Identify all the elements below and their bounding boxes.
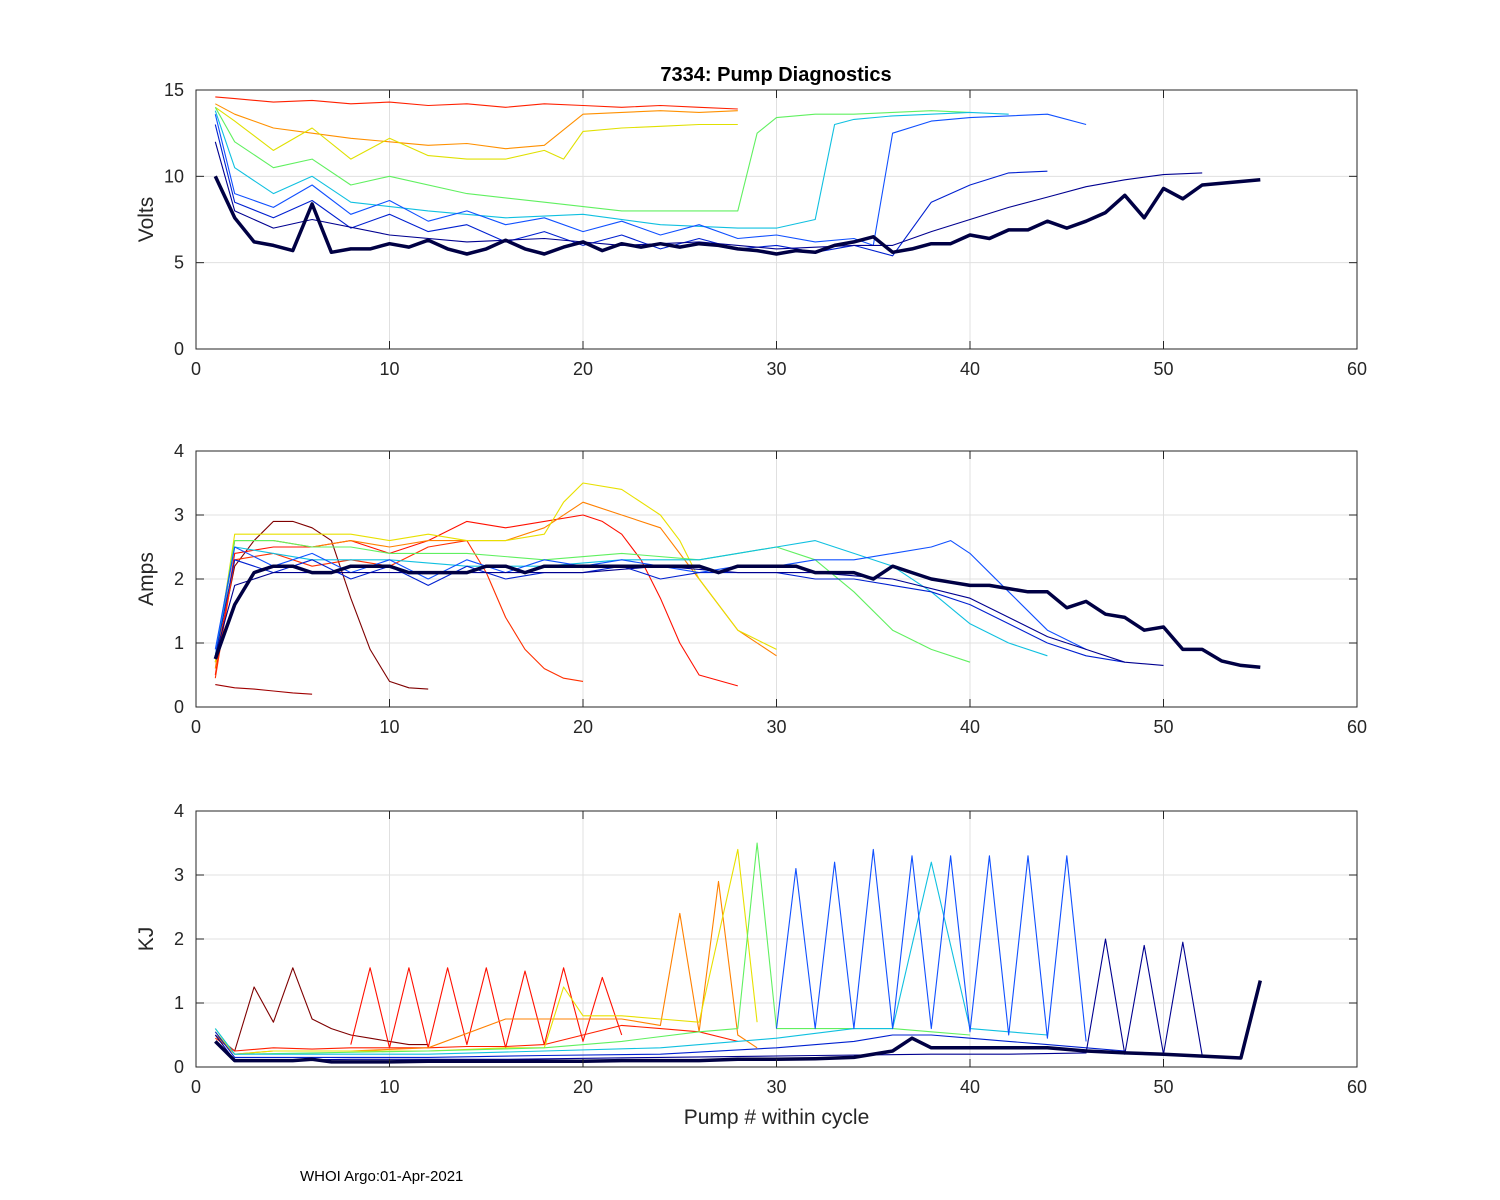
volts-ytick-label: 0 <box>174 339 184 359</box>
amps-ylabel: Amps <box>135 552 158 606</box>
volts-xtick-label: 40 <box>960 359 980 379</box>
kj-series-line <box>775 848 1087 1042</box>
kj-ytick-label: 4 <box>174 801 184 821</box>
volts-panel: 0 10 20 30 40 50 60 0 5 10 15 Volts <box>135 80 1367 379</box>
amps-ytick-label: 0 <box>174 697 184 717</box>
amps-ytick-label: 4 <box>174 441 184 461</box>
amps-ytick-label: 2 <box>174 569 184 589</box>
kj-xlabel: Pump # within cycle <box>684 1106 870 1129</box>
volts-ylabel: Volts <box>135 197 158 243</box>
chart-title: 7334: Pump Diagnostics <box>660 64 891 86</box>
volts-xtick-label: 60 <box>1347 359 1367 379</box>
volts-series-line <box>215 96 738 110</box>
amps-series-line <box>214 559 1125 663</box>
amps-series-line <box>214 540 971 663</box>
kj-ytick-label: 0 <box>174 1057 184 1077</box>
volts-ytick-label: 10 <box>164 166 184 186</box>
kj-xtick-label: 30 <box>766 1077 786 1097</box>
kj-xtick-label: 40 <box>960 1077 980 1097</box>
amps-series-line <box>213 564 1261 670</box>
volts-xtick-label: 0 <box>191 359 201 379</box>
amps-xtick-label: 20 <box>573 717 593 737</box>
kj-series-line <box>214 980 1262 1064</box>
footer-note: WHOI Argo:01-Apr-2021 <box>300 1168 464 1185</box>
kj-ytick-label: 1 <box>174 993 184 1013</box>
amps-xtick-label: 50 <box>1153 717 1173 737</box>
volts-xtick-label: 30 <box>766 359 786 379</box>
kj-series-line <box>214 1024 738 1052</box>
volts-ytick-label: 5 <box>174 253 184 273</box>
volts-xtick-label: 20 <box>573 359 593 379</box>
volts-series-group <box>213 96 1261 257</box>
kj-ytick-label: 3 <box>174 865 184 885</box>
volts-series-line <box>214 124 1048 257</box>
volts-series-line <box>214 141 1203 250</box>
amps-xtick-label: 40 <box>960 717 980 737</box>
amps-series-line <box>214 514 738 687</box>
amps-ytick-label: 1 <box>174 633 184 653</box>
kj-panel: 0 10 20 30 40 50 60 0 1 2 3 4 KJ Pump # within cycle <box>135 801 1367 1129</box>
kj-series-line <box>214 1031 1125 1058</box>
kj-series-line <box>214 967 429 1052</box>
kj-ylabel: KJ <box>135 927 158 952</box>
volts-series-line <box>213 175 1261 256</box>
amps-xtick-label: 0 <box>191 717 201 737</box>
volts-series-line <box>214 110 1009 229</box>
kj-xtick-label: 50 <box>1153 1077 1173 1097</box>
volts-xtick-label: 50 <box>1153 359 1173 379</box>
amps-series-line <box>215 684 313 695</box>
kj-series-line <box>214 848 758 1055</box>
kj-series-group <box>214 842 1262 1064</box>
amps-xtick-label: 60 <box>1347 717 1367 737</box>
amps-xtick-label: 30 <box>766 717 786 737</box>
volts-series-line <box>214 113 1087 246</box>
amps-series-group <box>213 482 1261 695</box>
kj-series-line <box>214 938 1203 1062</box>
volts-series-line <box>214 107 971 212</box>
kj-ytick-label: 2 <box>174 929 184 949</box>
kj-xtick-label: 0 <box>191 1077 201 1097</box>
amps-series-line <box>214 482 777 663</box>
kj-xtick-label: 20 <box>573 1077 593 1097</box>
volts-ytick-label: 15 <box>164 80 184 100</box>
amps-xtick-label: 10 <box>379 717 399 737</box>
volts-xtick-label: 10 <box>379 359 399 379</box>
kj-xtick-label: 60 <box>1347 1077 1367 1097</box>
kj-series-line <box>350 967 623 1049</box>
amps-ytick-label: 3 <box>174 505 184 525</box>
volts-series-line <box>214 106 738 160</box>
amps-panel: 0 10 20 30 40 50 60 0 1 2 3 4 Amps <box>135 441 1367 737</box>
volts-series-line <box>215 103 738 150</box>
kj-xtick-label: 10 <box>379 1077 399 1097</box>
amps-series-line <box>214 540 584 682</box>
